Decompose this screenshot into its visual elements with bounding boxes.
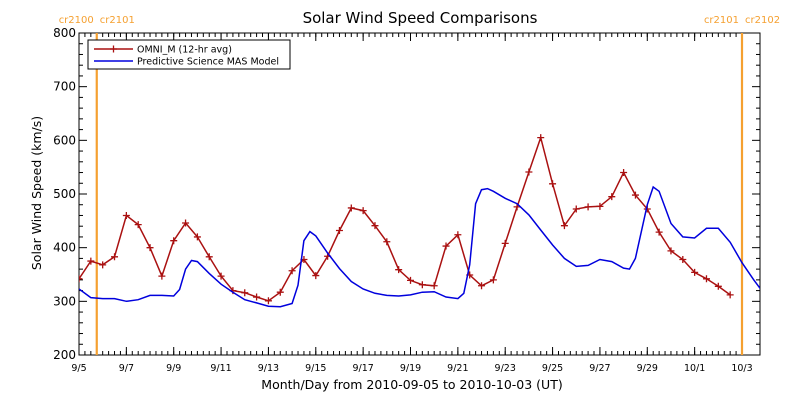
data-point: [608, 193, 616, 201]
data-point: [620, 169, 628, 177]
rotation-marker-label: cr2102: [745, 15, 780, 26]
legend-marker: [110, 45, 117, 53]
data-point: [691, 268, 699, 276]
x-tick-label: 9/7: [119, 363, 134, 374]
plot-frame: [78, 32, 761, 356]
data-point: [584, 203, 592, 211]
x-tick-label: 9/17: [352, 363, 373, 374]
data-point: [407, 276, 414, 284]
x-tick-label: 9/19: [400, 363, 421, 374]
legend-box: [87, 39, 291, 70]
data-point: [430, 282, 438, 290]
data-point: [371, 222, 379, 230]
data-point: [79, 275, 83, 283]
data-point: [264, 297, 272, 305]
series-line: [79, 134, 731, 302]
rotation-marker-label: cr2101: [100, 15, 135, 26]
y-tick-label: 600: [53, 133, 76, 147]
data-point: [631, 191, 639, 199]
series-line: [79, 185, 760, 308]
legend-label: Predictive Science MAS Model: [137, 57, 279, 68]
data-point: [549, 180, 557, 188]
data-point: [158, 272, 166, 280]
data-point: [111, 253, 119, 261]
data-point: [454, 231, 462, 239]
data-point: [134, 221, 142, 229]
plot-area: 200 300 400 500 600 700 800 9/5 9/7 9/9 9/11 9/13 9/…: [53, 15, 780, 374]
y-axis-label: Solar Wind Speed (km/s): [29, 116, 44, 270]
data-point: [359, 207, 367, 215]
data-point: [679, 255, 687, 263]
x-tick-label: 9/9: [166, 363, 181, 374]
rotation-marker-label: cr2101: [704, 15, 739, 26]
x-tick-label: 9/23: [495, 363, 516, 374]
data-point: [217, 272, 225, 280]
data-point: [241, 289, 249, 297]
data-point: [702, 275, 710, 283]
x-tick-label: 10/1: [684, 363, 705, 374]
data-point: [572, 205, 580, 213]
data-point: [288, 267, 296, 275]
y-tick-label: 400: [53, 241, 76, 255]
x-tick-label: 9/21: [447, 363, 468, 374]
data-point: [560, 222, 568, 230]
chart-title: Solar Wind Speed Comparisons: [303, 9, 538, 27]
x-axis-label: Month/Day from 2010-09-05 to 2010-10-03 …: [261, 377, 562, 392]
x-tick-label: 9/11: [210, 363, 231, 374]
x-tick-label: 10/3: [731, 363, 752, 374]
data-point: [182, 219, 190, 227]
data-point: [655, 228, 663, 236]
data-point: [525, 168, 533, 176]
data-point: [537, 134, 545, 142]
data-point: [347, 204, 355, 212]
data-point: [596, 202, 604, 210]
x-tick-label: 9/25: [542, 363, 563, 374]
y-tick-label: 800: [53, 26, 76, 40]
data-point: [501, 239, 509, 247]
data-point: [193, 233, 201, 241]
data-point: [478, 282, 486, 290]
series-1: [79, 134, 734, 305]
data-point: [667, 247, 675, 255]
data-point: [312, 272, 320, 280]
data-point: [99, 261, 107, 269]
y-tick-label: 700: [53, 80, 76, 94]
y-tick-label: 300: [53, 294, 76, 308]
data-point: [726, 291, 734, 299]
data-point: [87, 257, 95, 265]
x-tick-label: 9/5: [71, 363, 86, 374]
data-point: [383, 238, 391, 246]
x-tick-label: 9/27: [589, 363, 610, 374]
data-point: [395, 266, 403, 274]
legend: OMNI_M (12-hr avg)Predictive Science MAS…: [87, 39, 291, 70]
data-point: [253, 293, 261, 301]
data-point: [205, 253, 213, 261]
data-point: [276, 288, 284, 296]
x-tick-label: 9/15: [305, 363, 326, 374]
legend-label: OMNI_M (12-hr avg): [137, 45, 232, 56]
data-point: [335, 226, 343, 234]
series-2: [79, 185, 760, 308]
rotation-marker-label: cr2100: [59, 15, 94, 26]
data-point: [146, 244, 154, 252]
x-tick-label: 9/13: [258, 363, 279, 374]
data-point: [442, 242, 450, 250]
y-tick-label: 200: [53, 348, 76, 362]
data-point: [418, 281, 426, 289]
data-point: [122, 211, 130, 219]
data-point: [170, 237, 178, 245]
y-tick-label: 500: [53, 187, 76, 201]
x-tick-label: 9/29: [637, 363, 658, 374]
data-point: [489, 276, 497, 284]
data-point: [714, 282, 722, 290]
